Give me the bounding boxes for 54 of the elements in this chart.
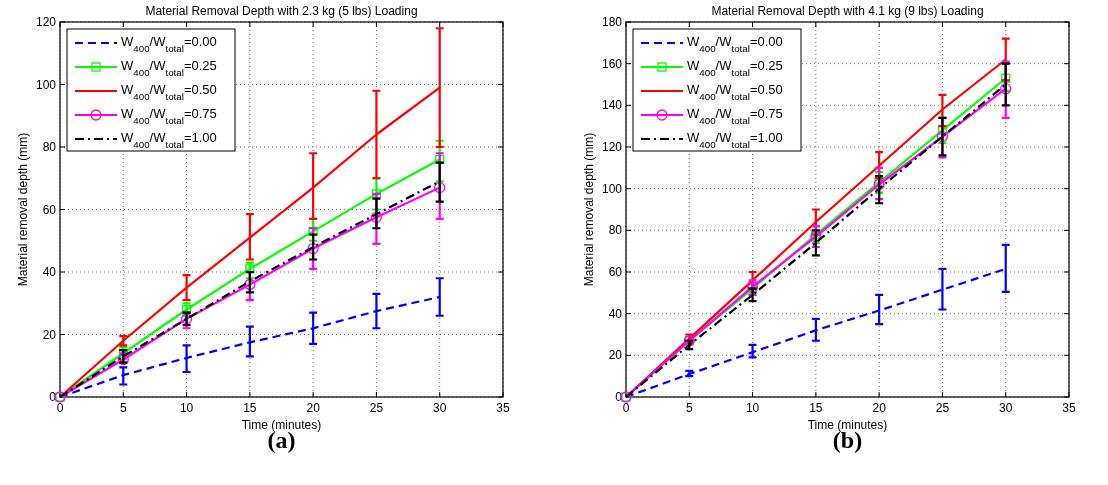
y-tick-label: 40 [608,306,623,321]
y-axis-title: Material removal depth (mm) [16,132,30,287]
legend-label: W$_{400}$/W$_{total}$=1.00 [121,130,217,150]
y-tick-label: 80 [42,140,57,154]
legend-label: W$_{400}$/W$_{total}$=0.50 [121,82,217,102]
y-tick-label: 160 [601,56,623,71]
x-tick-label: 35 [1062,401,1076,415]
point [1000,83,1012,95]
point [307,242,319,255]
legend-label: W$_{400}$/W$_{total}$=0.75 [687,106,783,126]
x-tick-label: 35 [496,401,510,415]
legend-label: W$_{400}$/W$_{total}$=0.50 [687,82,783,102]
y-tick-label: 120 [35,15,57,29]
y-tick-label: 40 [42,265,57,279]
x-tick-label: 30 [433,401,447,415]
x-tick-label: 10 [179,401,194,415]
x-tick-label: 15 [809,401,823,415]
legend-label: W$_{400}$/W$_{total}$=0.00 [121,34,217,54]
x-tick-label: 25 [935,401,950,415]
chart-title: Material Removal Depth with 2.3 kg (5 lbs) Loading [145,4,418,18]
legend-label: W$_{400}$/W$_{total}$=0.25 [687,58,783,78]
x-tick-label: 5 [119,401,127,415]
x-tick-label: 20 [872,401,887,415]
y-tick-label: 100 [35,77,57,92]
chart-title: Material Removal Depth with 4.1 kg (9 lbs) Loading [711,4,984,18]
legend-label: W$_{400}$/W$_{total}$=0.00 [687,34,783,54]
x-tick-label: 20 [306,401,321,415]
point [936,130,949,143]
legend-label: W$_{400}$/W$_{total}$=0.75 [121,106,217,126]
y-tick-label: 60 [608,265,623,279]
point [371,189,382,199]
y-axis-title: Material removal depth (mm) [582,132,596,287]
x-tick-label: 15 [243,401,257,415]
x-tick-label: 30 [999,401,1013,415]
legend-label: W$_{400}$/W$_{total}$=0.25 [121,58,217,78]
y-tick-label: 120 [601,140,623,154]
point [244,278,256,291]
y-tick-label: 60 [42,202,57,217]
x-tick-label: 10 [745,401,760,415]
y-tick-label: 80 [608,223,623,238]
x-tick-label: 5 [685,401,693,415]
y-tick-label: 0 [615,390,623,404]
y-tick-label: 180 [601,15,623,29]
point [370,211,383,223]
y-tick-label: 0 [49,390,57,404]
point [245,264,255,274]
y-tick-label: 140 [601,98,623,113]
point [1001,73,1011,83]
y-tick-label: 20 [608,348,623,363]
y-tick-label: 20 [42,327,57,342]
point [434,181,446,194]
x-tick-label: 25 [369,401,384,415]
legend-label: W$_{400}$/W$_{total}$=1.00 [687,130,783,150]
y-tick-label: 100 [601,181,623,196]
